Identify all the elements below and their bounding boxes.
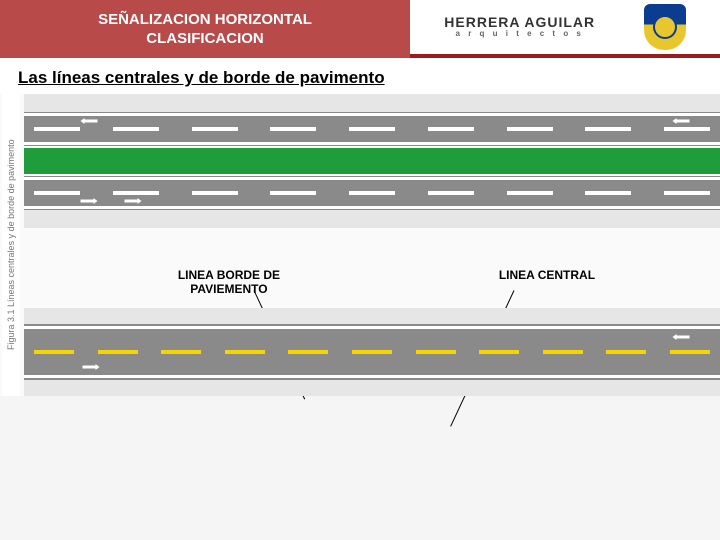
logo-area: HERRERA AGUILAR a r q u i t e c t o s	[410, 0, 720, 58]
title-line-1: SEÑALIZACION HORIZONTAL	[12, 10, 398, 30]
section-title: Las líneas centrales y de borde de pavim…	[0, 58, 720, 94]
title-bar: SEÑALIZACION HORIZONTAL CLASIFICACION	[0, 0, 410, 58]
divided-highway-diagram	[24, 94, 720, 228]
slide-header: SEÑALIZACION HORIZONTAL CLASIFICACION HE…	[0, 0, 720, 58]
title-line-2: CLASIFICACION	[12, 29, 398, 49]
figure-vertical-caption: Figura 3.1 Líneas centrales y de borde d…	[2, 94, 20, 396]
logo-subtitle: a r q u i t e c t o s	[444, 30, 595, 39]
callout-edge-line: LINEA BORDE DE PAVIEMENTO	[149, 268, 309, 296]
callout-row: LINEA BORDE DE PAVIEMENTO LINEA CENTRAL	[24, 228, 720, 308]
company-logo-text: HERRERA AGUILAR a r q u i t e c t o s	[444, 15, 595, 39]
logo-main: HERRERA AGUILAR	[444, 14, 595, 30]
university-badge-icon	[644, 4, 686, 50]
two-way-road-diagram	[24, 308, 720, 396]
figure-area: Figura 3.1 Líneas centrales y de borde d…	[0, 94, 720, 396]
